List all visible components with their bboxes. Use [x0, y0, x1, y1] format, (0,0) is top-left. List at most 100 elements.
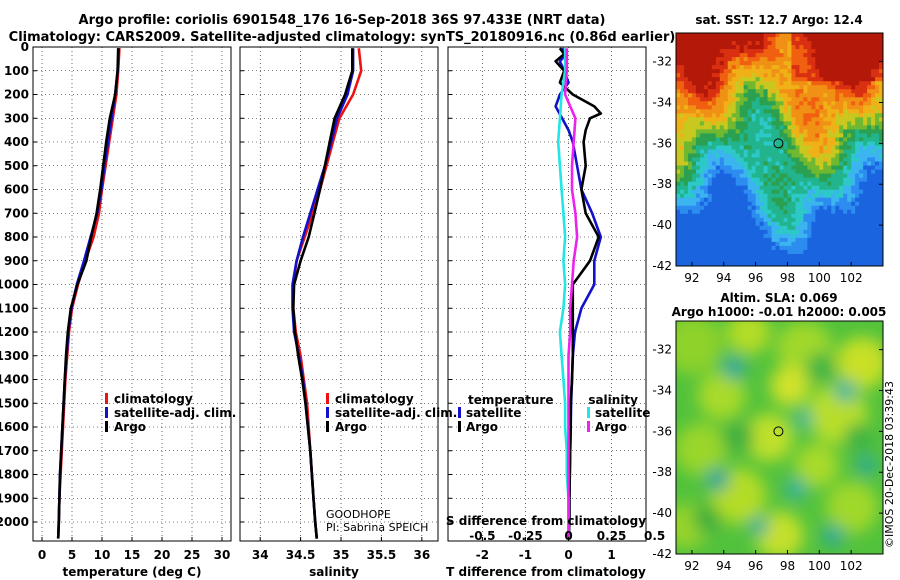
sst-map-cell	[851, 93, 856, 98]
sst-map-cell	[699, 205, 705, 211]
sla-map-blob	[745, 413, 794, 462]
sst-map-cell	[787, 93, 792, 98]
sst-map-cell	[795, 185, 800, 191]
sst-map-cell	[799, 233, 804, 239]
sst-map-cell	[747, 133, 753, 138]
sst-map-cell	[819, 245, 824, 251]
sst-map-cell	[699, 245, 705, 251]
sst-map-cell	[835, 161, 840, 166]
sst-map-cell	[727, 85, 733, 90]
sst-map-cell	[867, 153, 872, 158]
sst-map-cell	[871, 113, 876, 118]
sst-map-cell	[835, 33, 840, 38]
sst-map-cell	[811, 237, 816, 243]
sst-map-cell	[875, 41, 880, 46]
sst-map-cell	[815, 57, 820, 62]
sst-map-cell	[767, 105, 772, 110]
sst-map-cell	[795, 165, 800, 170]
sla-map-blobs	[676, 321, 883, 554]
sst-map-cell	[763, 45, 768, 50]
sst-map-cell	[747, 189, 753, 195]
sst-map-cell	[827, 93, 832, 98]
sst-map-cell	[723, 169, 729, 175]
sst-map-cell	[863, 173, 868, 179]
sst-map-cell	[687, 165, 693, 170]
sst-map-cell	[851, 137, 856, 142]
sst-map-cell	[683, 57, 689, 62]
sst-map-cell	[835, 229, 840, 235]
sst-map-cell	[843, 69, 848, 74]
sst-map-cell	[747, 93, 753, 98]
sst-map-cell	[683, 73, 689, 78]
sst-map-cell	[847, 73, 852, 78]
sst-map-cell	[879, 197, 883, 203]
sst-map-cell	[711, 45, 717, 50]
sst-map-cell	[703, 197, 709, 203]
sst-map-cell	[695, 169, 701, 175]
sst-map-cell	[831, 69, 836, 74]
sst-map-cell	[703, 121, 709, 126]
sst-map-cell	[691, 53, 697, 58]
sst-map-cell	[807, 85, 812, 90]
sst-map-cell	[683, 253, 689, 259]
sst-map-cell	[831, 185, 836, 191]
sst-map-cell	[871, 153, 876, 158]
sst-map-cell	[783, 225, 788, 231]
sst-map-cell	[687, 149, 693, 154]
sst-map-cell	[691, 213, 697, 219]
sst-map-cell	[731, 165, 737, 170]
sst-map-cell	[815, 201, 820, 207]
sst-map-cell	[699, 101, 705, 106]
sst-map-cell	[819, 77, 824, 82]
sst-map-cell	[827, 41, 832, 46]
sst-map-cell	[871, 257, 876, 263]
sst-map-cell	[879, 193, 883, 199]
sla-map-blob	[844, 423, 873, 452]
sst-map-cell	[815, 165, 820, 170]
sst-map-cell	[707, 157, 713, 162]
sst-map-cell	[863, 49, 868, 54]
sst-map-cell	[847, 165, 852, 170]
sst-map-cell	[679, 197, 685, 203]
sst-map-cell	[859, 113, 864, 118]
sst-map-cell	[679, 145, 685, 150]
sst-map-cell	[843, 225, 848, 231]
sst-map-cell	[676, 193, 681, 199]
sst-map-cell	[803, 153, 808, 158]
sst-map-cell	[719, 225, 725, 231]
x-tick-label: 36	[413, 548, 430, 562]
sst-map-cell	[807, 113, 812, 118]
sst-map-cell	[803, 193, 808, 199]
sst-map-cell	[739, 45, 745, 50]
sst-map-cell	[839, 193, 844, 199]
sst-map-cell	[747, 169, 753, 175]
sst-map-cell	[851, 45, 856, 50]
sst-map-cell	[759, 209, 764, 215]
sst-map-cell	[831, 189, 836, 195]
sst-map-cell	[679, 117, 685, 122]
s-diff-tick-label: -0.25	[508, 529, 543, 543]
sst-map-cell	[839, 161, 844, 166]
sst-map-cell	[831, 201, 836, 207]
sst-map-cell	[811, 117, 816, 122]
sst-map-cell	[711, 81, 717, 86]
sst-map-cell	[763, 81, 768, 86]
sst-map-cell	[703, 37, 709, 42]
sst-map-cell	[727, 149, 733, 154]
sst-map-cell	[807, 97, 812, 102]
sst-map-cell	[703, 57, 709, 62]
sst-map-cell	[695, 65, 701, 70]
sst-map-cell	[743, 93, 749, 98]
sst-map-cell	[699, 85, 705, 90]
sst-map-cell	[871, 41, 876, 46]
sst-map-cell	[779, 173, 784, 179]
depth-tick-label: 200	[4, 88, 29, 102]
sst-map-cell	[771, 33, 776, 38]
sst-map-cell	[823, 65, 828, 70]
sst-map-cell	[751, 61, 757, 66]
sst-map-cell	[835, 237, 840, 243]
sst-map-cell	[811, 185, 816, 191]
sst-map-cell	[723, 225, 729, 231]
sst-map-cell	[775, 177, 780, 183]
sst-map-cell	[811, 257, 816, 263]
